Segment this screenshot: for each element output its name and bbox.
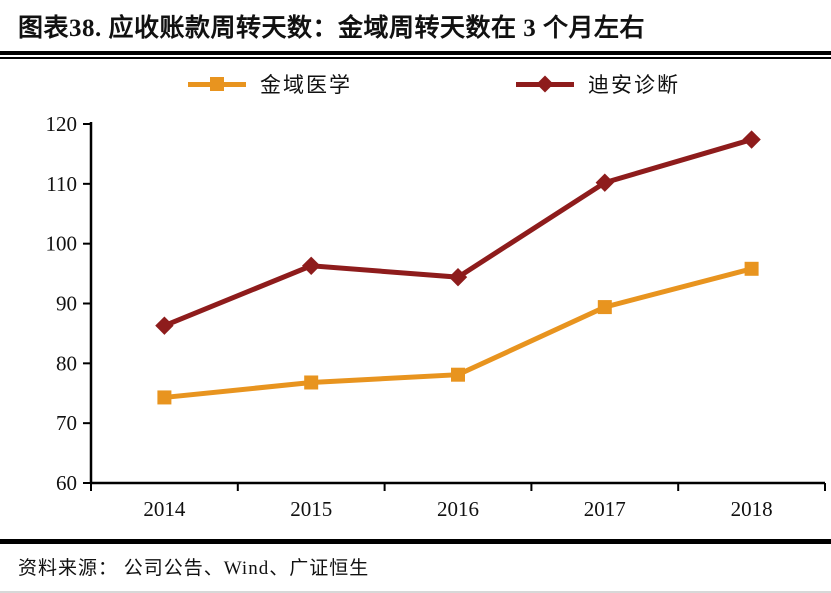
- data-point: [302, 256, 321, 275]
- data-point: [157, 390, 172, 405]
- chart-legend: 金域医学 迪安诊断: [0, 71, 831, 99]
- data-point: [448, 267, 468, 287]
- diamond-marker-icon: [516, 75, 574, 93]
- x-tick-label: 2017: [584, 497, 626, 521]
- data-point: [597, 300, 612, 315]
- source-note: 资料来源： 公司公告、Wind、广证恒生: [18, 558, 370, 579]
- figure-panel: 图表38. 应收账款周转天数：金域周转天数在 3 个月左右 金域医学 迪安诊断 …: [0, 8, 831, 593]
- figure-title: 图表38. 应收账款周转天数：金域周转天数在 3 个月左右: [18, 15, 646, 42]
- square-marker-icon: [188, 75, 246, 93]
- x-tick-label: 2016: [437, 497, 479, 521]
- legend-diamond: [536, 75, 554, 93]
- data-point: [595, 173, 614, 192]
- legend-item-jinyu: 金域医学: [188, 71, 352, 97]
- y-tick-label: 120: [46, 112, 78, 136]
- data-point: [451, 367, 465, 382]
- line-chart: 60 70 80 90 100 110 120 2014 2015 2016 2017 2018: [46, 112, 826, 521]
- title-divider: [0, 51, 831, 59]
- x-tick-label: 2014: [143, 497, 186, 521]
- data-point: [304, 375, 319, 390]
- y-tick-label: 110: [46, 172, 77, 196]
- x-tick-label: 2018: [731, 497, 773, 521]
- legend-item-dian: 迪安诊断: [516, 71, 680, 97]
- legend-square: [210, 77, 224, 91]
- y-tick-label: 70: [56, 411, 77, 435]
- y-tick-label: 80: [56, 351, 77, 375]
- x-tick-label: 2015: [290, 497, 332, 521]
- data-point: [744, 261, 759, 276]
- data-point: [742, 130, 761, 149]
- y-tick-label: 60: [56, 471, 77, 495]
- legend-label: 迪安诊断: [588, 73, 680, 97]
- y-tick-label: 90: [56, 292, 77, 316]
- footer-divider: [0, 539, 831, 544]
- legend-label: 金域医学: [260, 73, 352, 97]
- y-tick-label: 100: [46, 232, 78, 256]
- data-point: [155, 316, 174, 335]
- series-line-1: [163, 137, 753, 328]
